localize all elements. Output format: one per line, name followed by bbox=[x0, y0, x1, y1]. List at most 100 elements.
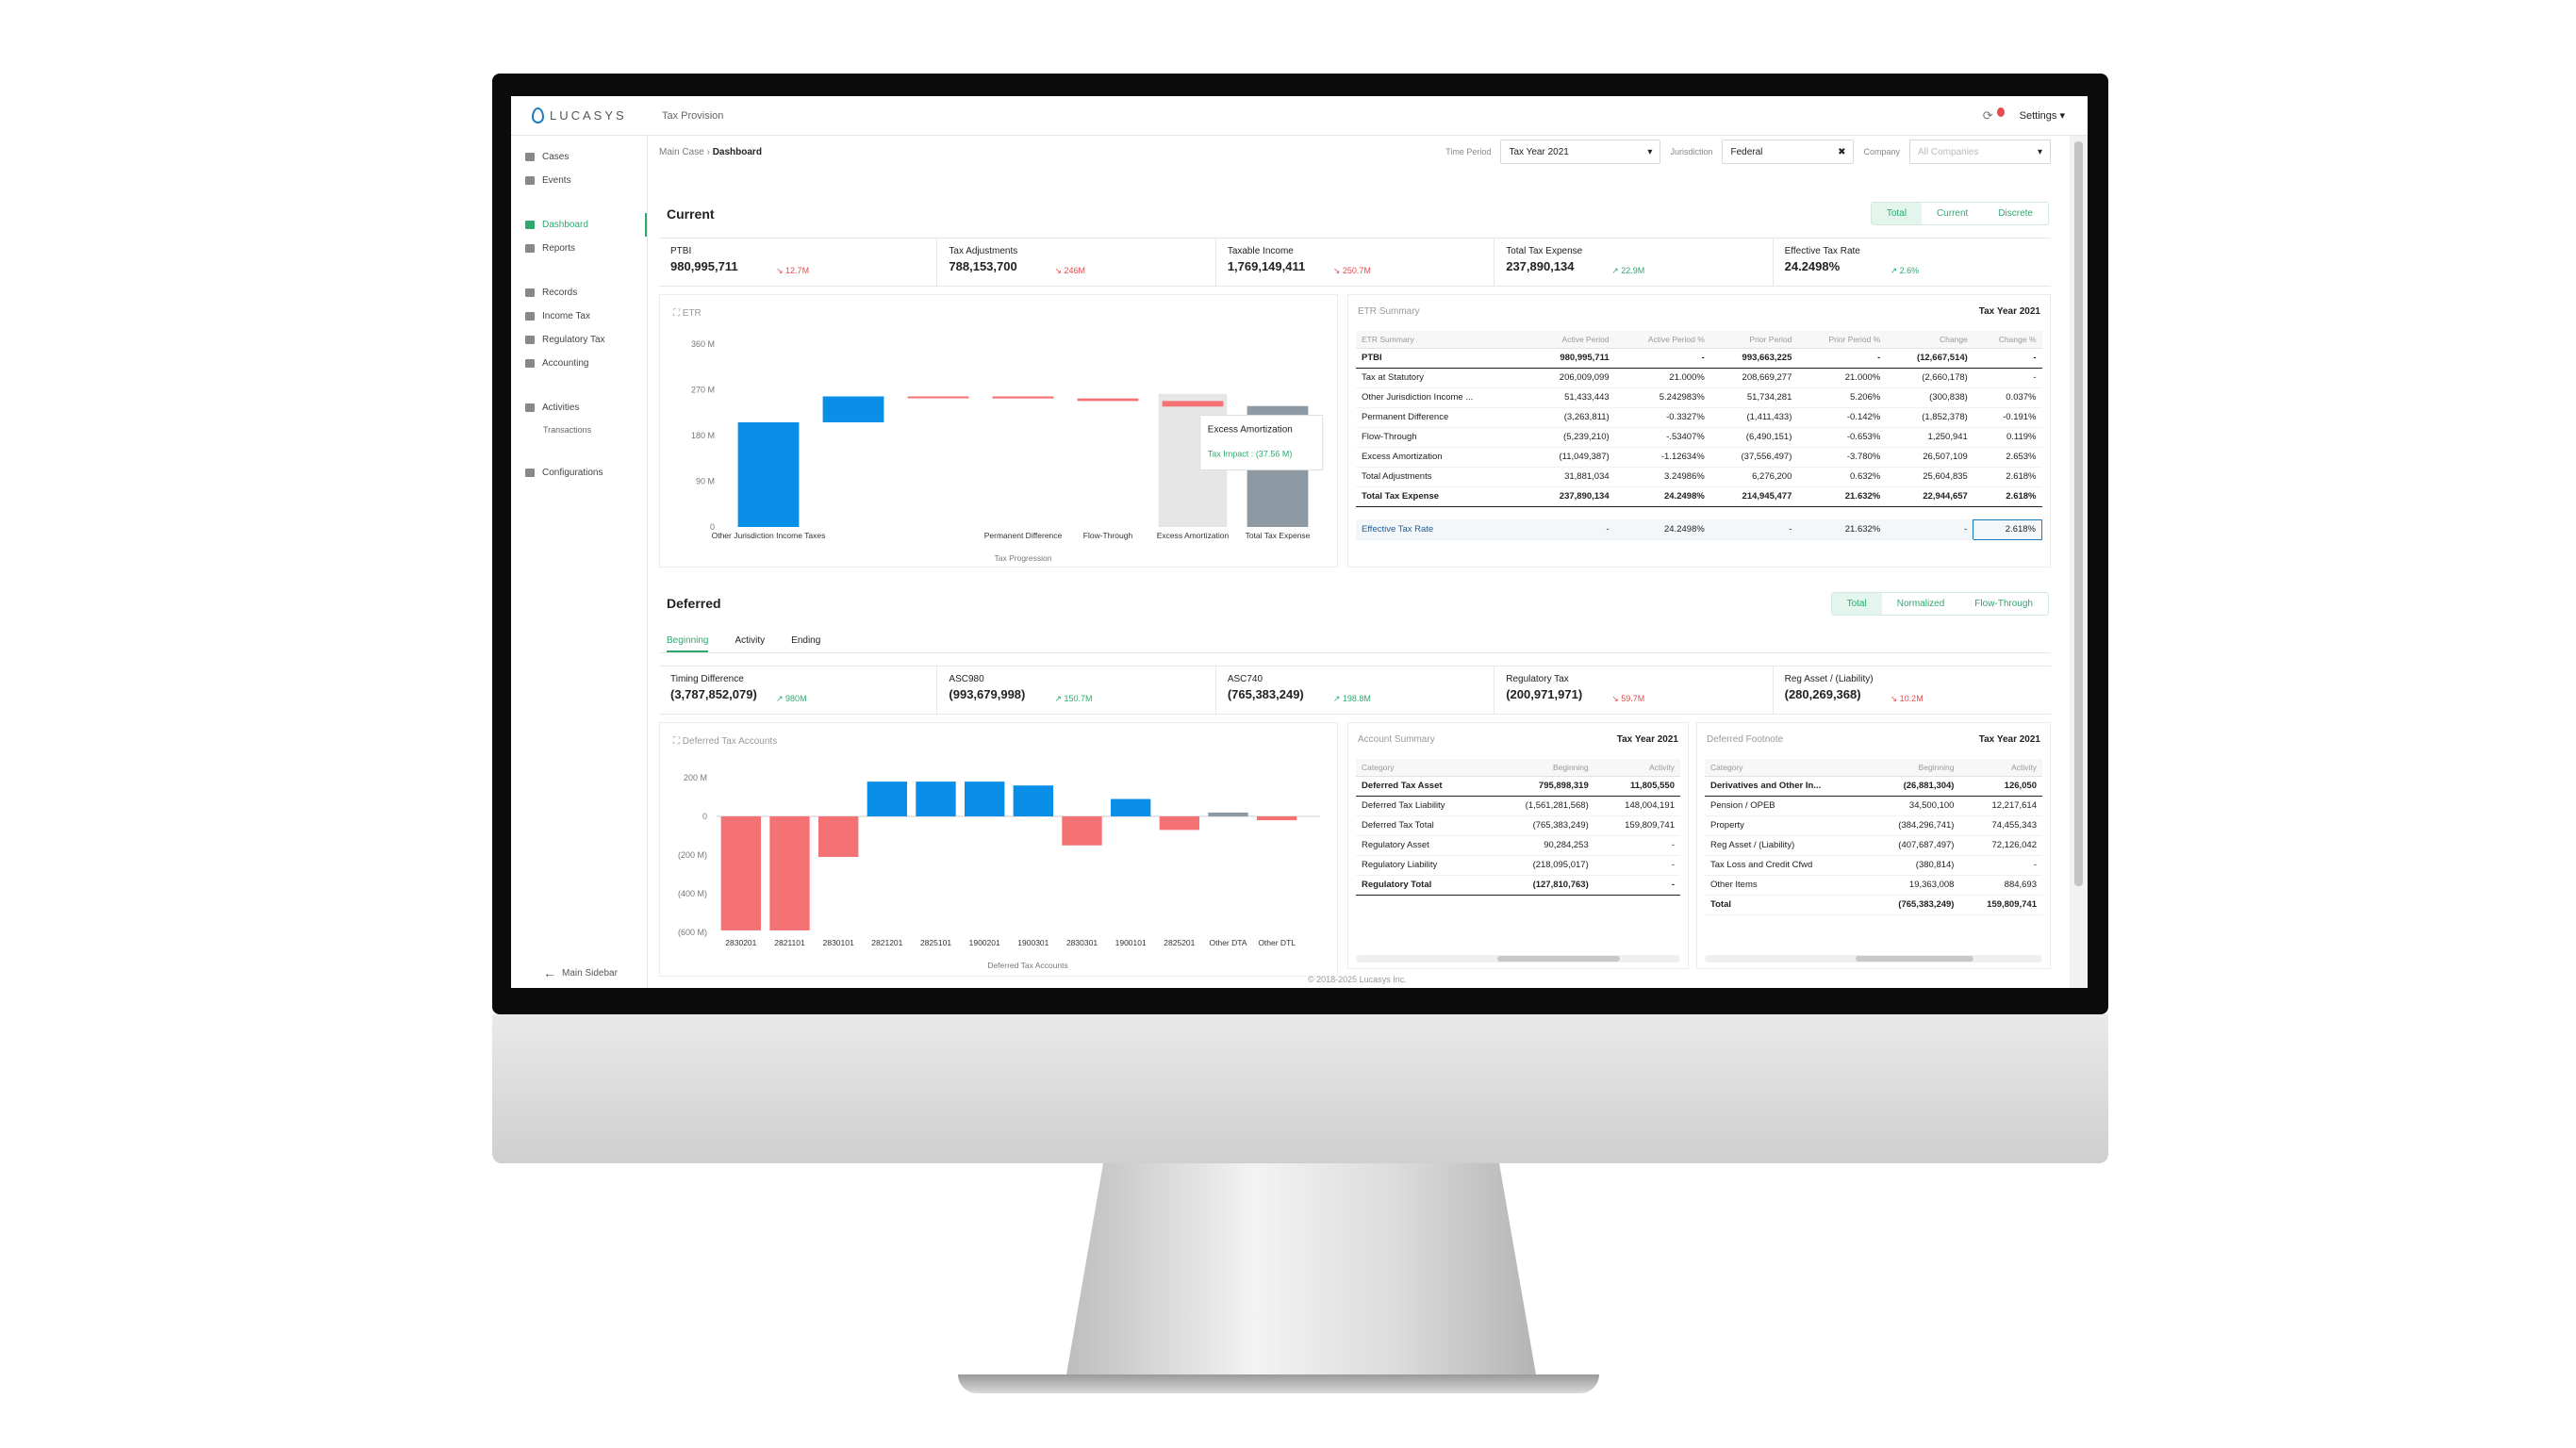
sidebar-item-dashboard[interactable]: Dashboard bbox=[511, 213, 647, 237]
kpi-card: Reg Asset / (Liability) (280,269,368) ↘ 10… bbox=[1774, 666, 2051, 714]
waterfall-bar[interactable] bbox=[992, 396, 1054, 399]
sidebar-item-regulatory-tax[interactable]: Regulatory Tax bbox=[511, 328, 647, 352]
sidebar-item-records[interactable]: Records bbox=[511, 281, 647, 304]
kpi-value: 1,769,149,411 bbox=[1227, 259, 1306, 273]
settings-menu[interactable]: Settings ▾ bbox=[2020, 109, 2065, 122]
sidebar-item-reports[interactable]: Reports bbox=[511, 237, 647, 260]
toggle-normalized[interactable]: Normalized bbox=[1896, 599, 1945, 609]
dashboard-icon bbox=[525, 221, 535, 229]
column-header[interactable]: Category bbox=[1356, 759, 1490, 777]
sidebar-item-activities[interactable]: Activities bbox=[511, 396, 647, 420]
toggle-current[interactable]: Current bbox=[1936, 208, 1969, 219]
sidebar-item-income-tax[interactable]: Income Tax bbox=[511, 304, 647, 328]
dta-bar[interactable] bbox=[916, 782, 956, 816]
logo[interactable]: LUCASYS bbox=[511, 107, 652, 123]
monitor-base bbox=[958, 1374, 1599, 1393]
dta-bar[interactable] bbox=[1159, 816, 1200, 831]
column-header[interactable]: Change % bbox=[1973, 331, 2042, 349]
waterfall-bar[interactable] bbox=[1162, 401, 1224, 407]
kpi-change: ↘ 59.7M bbox=[1611, 694, 1644, 704]
dta-bar[interactable] bbox=[1208, 812, 1248, 816]
sidebar-item-label: Configurations bbox=[542, 468, 603, 478]
x-tick-label: 2830101 bbox=[823, 938, 854, 947]
breadcrumb-parent[interactable]: Main Case bbox=[659, 147, 704, 157]
toggle-total[interactable]: Total bbox=[1831, 593, 1882, 615]
sidebar-item-events[interactable]: Events bbox=[511, 169, 647, 192]
time-period-select[interactable]: Tax Year 2021 ▾ bbox=[1500, 140, 1661, 164]
expand-icon[interactable]: ⛶ bbox=[673, 736, 680, 747]
x-tick-label: Flow-Through bbox=[1083, 531, 1133, 540]
hscroll-thumb[interactable] bbox=[1856, 956, 1973, 962]
toggle-total[interactable]: Total bbox=[1871, 203, 1922, 224]
sidebar-item-configurations[interactable]: Configurations bbox=[511, 461, 647, 485]
column-header[interactable]: Prior Period bbox=[1709, 331, 1798, 349]
sidebar-item-label: Regulatory Tax bbox=[542, 335, 605, 345]
tab-activity[interactable]: Activity bbox=[735, 635, 766, 646]
column-header[interactable]: Active Period % bbox=[1614, 331, 1710, 349]
deferred-kpis: Timing Difference (3,787,852,079) ↗ 980M AS… bbox=[659, 666, 2051, 715]
waterfall-bar[interactable] bbox=[737, 421, 800, 527]
table-cell: 126,050 bbox=[1959, 776, 2042, 797]
dta-bar[interactable] bbox=[1062, 816, 1102, 846]
table-cell: 206,009,099 bbox=[1528, 368, 1615, 388]
column-header[interactable]: Change bbox=[1886, 331, 1973, 349]
kpi-change-value: 22.9M bbox=[1621, 266, 1645, 275]
clear-icon[interactable]: ✖ bbox=[1838, 146, 1846, 157]
company-select[interactable]: All Companies ▾ bbox=[1909, 140, 2051, 164]
deferred-footnote-hscroll[interactable] bbox=[1705, 955, 2042, 963]
sidebar-item-cases[interactable]: Cases bbox=[511, 145, 647, 169]
dta-bar[interactable] bbox=[1110, 798, 1151, 816]
table-header-row: Category Beginning Activity bbox=[1705, 759, 2042, 777]
table-row: Derivatives and Other In... (26,881,304) 1… bbox=[1705, 776, 2042, 797]
toggle-flow-through[interactable]: Flow-Through bbox=[1974, 599, 2033, 609]
waterfall-bar[interactable] bbox=[822, 396, 884, 422]
column-header[interactable]: Activity bbox=[1959, 759, 2042, 777]
dta-bar[interactable] bbox=[964, 782, 1005, 816]
jurisdiction-select[interactable]: Federal ✖ bbox=[1722, 140, 1855, 164]
kpi-label: Reg Asset / (Liability) bbox=[1784, 674, 1874, 684]
sidebar-item-accounting[interactable]: Accounting bbox=[511, 352, 647, 375]
table-cell: 2.618% bbox=[1973, 518, 2042, 540]
column-header[interactable]: Beginning bbox=[1869, 759, 1960, 777]
collapse-sidebar-button[interactable]: ← Main Sidebar bbox=[543, 965, 618, 980]
dta-bar[interactable] bbox=[1013, 785, 1054, 816]
kpi-label: PTBI bbox=[670, 246, 692, 256]
kpi-change: ↗ 2.6% bbox=[1891, 266, 1920, 276]
dta-bar[interactable] bbox=[867, 782, 908, 816]
dta-bar[interactable] bbox=[720, 816, 762, 930]
kpi-change: ↘ 10.2M bbox=[1891, 694, 1924, 704]
company-placeholder: All Companies bbox=[1918, 146, 1979, 157]
table-cell: - bbox=[1797, 348, 1887, 369]
table-cell: 24.2498% bbox=[1614, 519, 1710, 540]
dta-bar[interactable] bbox=[769, 816, 810, 930]
sidebar-item-transactions[interactable]: Transactions bbox=[543, 425, 592, 435]
column-header[interactable]: ETR Summary bbox=[1356, 331, 1529, 349]
expand-icon[interactable]: ⛶ bbox=[673, 308, 680, 319]
page-scrollbar[interactable] bbox=[2070, 136, 2088, 988]
hscroll-thumb[interactable] bbox=[1497, 956, 1620, 962]
toggle-discrete[interactable]: Discrete bbox=[1998, 208, 2033, 219]
column-header[interactable]: Category bbox=[1705, 759, 1870, 777]
dta-bar[interactable] bbox=[1256, 816, 1297, 821]
waterfall-bar[interactable] bbox=[1077, 398, 1139, 402]
tab-beginning[interactable]: Beginning bbox=[667, 635, 709, 652]
sidebar-item-label: Dashboard bbox=[542, 220, 588, 230]
notification-icon[interactable] bbox=[1996, 107, 2005, 117]
column-header[interactable]: Activity bbox=[1593, 759, 1680, 777]
dta-bar[interactable] bbox=[817, 816, 859, 858]
column-header[interactable]: Beginning bbox=[1489, 759, 1594, 777]
logo-text: LUCASYS bbox=[550, 108, 627, 123]
table-cell: 22,944,657 bbox=[1886, 486, 1973, 507]
table-header-row: Category Beginning Activity bbox=[1356, 759, 1680, 777]
waterfall-bar[interactable] bbox=[907, 396, 969, 399]
table-cell: 19,363,008 bbox=[1869, 875, 1960, 896]
table-cell: -0.3327% bbox=[1614, 407, 1710, 428]
column-header[interactable]: Prior Period % bbox=[1797, 331, 1887, 349]
refresh-icon[interactable]: ⟳ bbox=[1982, 107, 1993, 123]
table-cell: Permanent Difference bbox=[1356, 407, 1529, 428]
tab-ending[interactable]: Ending bbox=[791, 635, 821, 646]
column-header[interactable]: Active Period bbox=[1528, 331, 1615, 349]
sidebar-item-label: Income Tax bbox=[542, 311, 590, 321]
account-summary-hscroll[interactable] bbox=[1356, 955, 1680, 963]
scrollbar-thumb[interactable] bbox=[2074, 141, 2083, 886]
